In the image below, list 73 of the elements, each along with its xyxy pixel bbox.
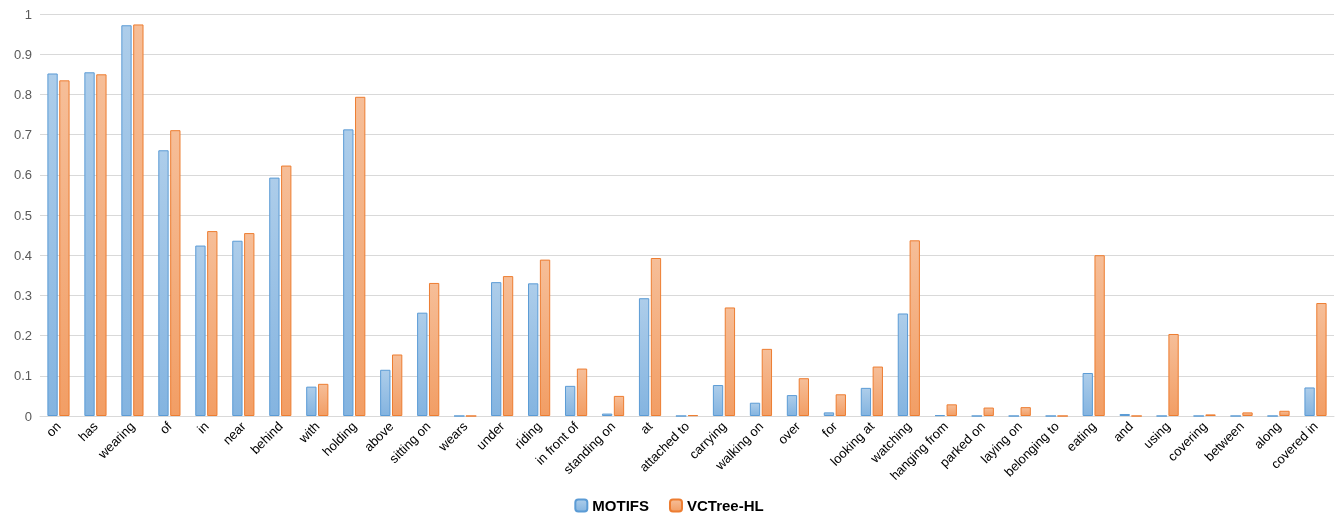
y-tick-label: 0.2 — [13, 328, 32, 344]
bar — [1020, 407, 1031, 416]
bar — [576, 368, 588, 416]
bar — [392, 354, 403, 416]
bar — [613, 395, 625, 416]
x-tick-label: on — [42, 418, 64, 440]
bar — [1082, 372, 1093, 416]
bar — [909, 240, 920, 416]
y-tick-label: 1 — [24, 6, 32, 22]
bar — [84, 72, 95, 416]
bar — [1316, 303, 1327, 416]
legend-label: VCTree-HL — [686, 497, 764, 514]
bar — [1094, 255, 1105, 416]
bar — [650, 258, 662, 416]
bar — [1304, 387, 1315, 416]
bar — [1242, 412, 1253, 416]
bar — [207, 231, 218, 416]
y-tick-label: 0.3 — [13, 287, 32, 303]
bar — [823, 412, 835, 416]
bar — [232, 240, 243, 416]
y-tick-label: 0.7 — [13, 127, 32, 143]
bar — [872, 366, 883, 416]
x-tick-label: of — [156, 418, 175, 437]
legend-label: MOTIFS — [592, 497, 649, 514]
bar — [1279, 410, 1290, 416]
bar — [835, 394, 846, 416]
bar — [96, 74, 107, 416]
bar — [281, 165, 292, 416]
y-tick-label: 0.6 — [13, 167, 32, 183]
x-tick-label: with — [294, 418, 323, 447]
bar — [749, 402, 761, 416]
bar — [564, 385, 576, 416]
bar — [59, 80, 70, 416]
y-tick-label: 0 — [24, 408, 32, 424]
y-tick-label: 0.4 — [13, 247, 32, 263]
bar — [1168, 333, 1179, 416]
bar — [860, 387, 872, 416]
bar — [502, 276, 514, 416]
bar — [306, 386, 317, 416]
x-tick-label: has — [75, 418, 102, 445]
bar — [761, 348, 773, 416]
bar — [417, 312, 428, 416]
y-tick-label: 0.8 — [13, 86, 32, 102]
bar — [786, 395, 798, 416]
bar — [897, 313, 909, 416]
bar — [47, 73, 58, 416]
bar — [798, 378, 810, 416]
bar — [491, 282, 502, 416]
bar — [380, 369, 391, 416]
bar — [269, 177, 280, 416]
y-tick-label: 0.1 — [13, 368, 32, 384]
bar — [244, 233, 255, 416]
y-tick-label: 0.5 — [13, 207, 32, 223]
bar — [528, 283, 539, 416]
bar — [428, 282, 440, 416]
bar — [158, 150, 169, 416]
bar — [946, 404, 957, 416]
x-tick-label: and — [1110, 418, 1136, 445]
bar — [121, 25, 132, 416]
bar — [983, 407, 994, 416]
bar — [170, 130, 181, 416]
bar — [355, 96, 366, 416]
bar — [539, 259, 551, 416]
bar — [318, 383, 329, 416]
bar — [712, 385, 724, 416]
bar — [638, 298, 650, 416]
x-tick-label: over — [774, 418, 804, 448]
bar — [724, 307, 736, 416]
bar — [195, 245, 206, 416]
y-tick-label: 0.9 — [13, 46, 32, 62]
x-tick-label: in — [193, 418, 212, 437]
bar — [343, 129, 354, 416]
bar — [133, 24, 144, 416]
